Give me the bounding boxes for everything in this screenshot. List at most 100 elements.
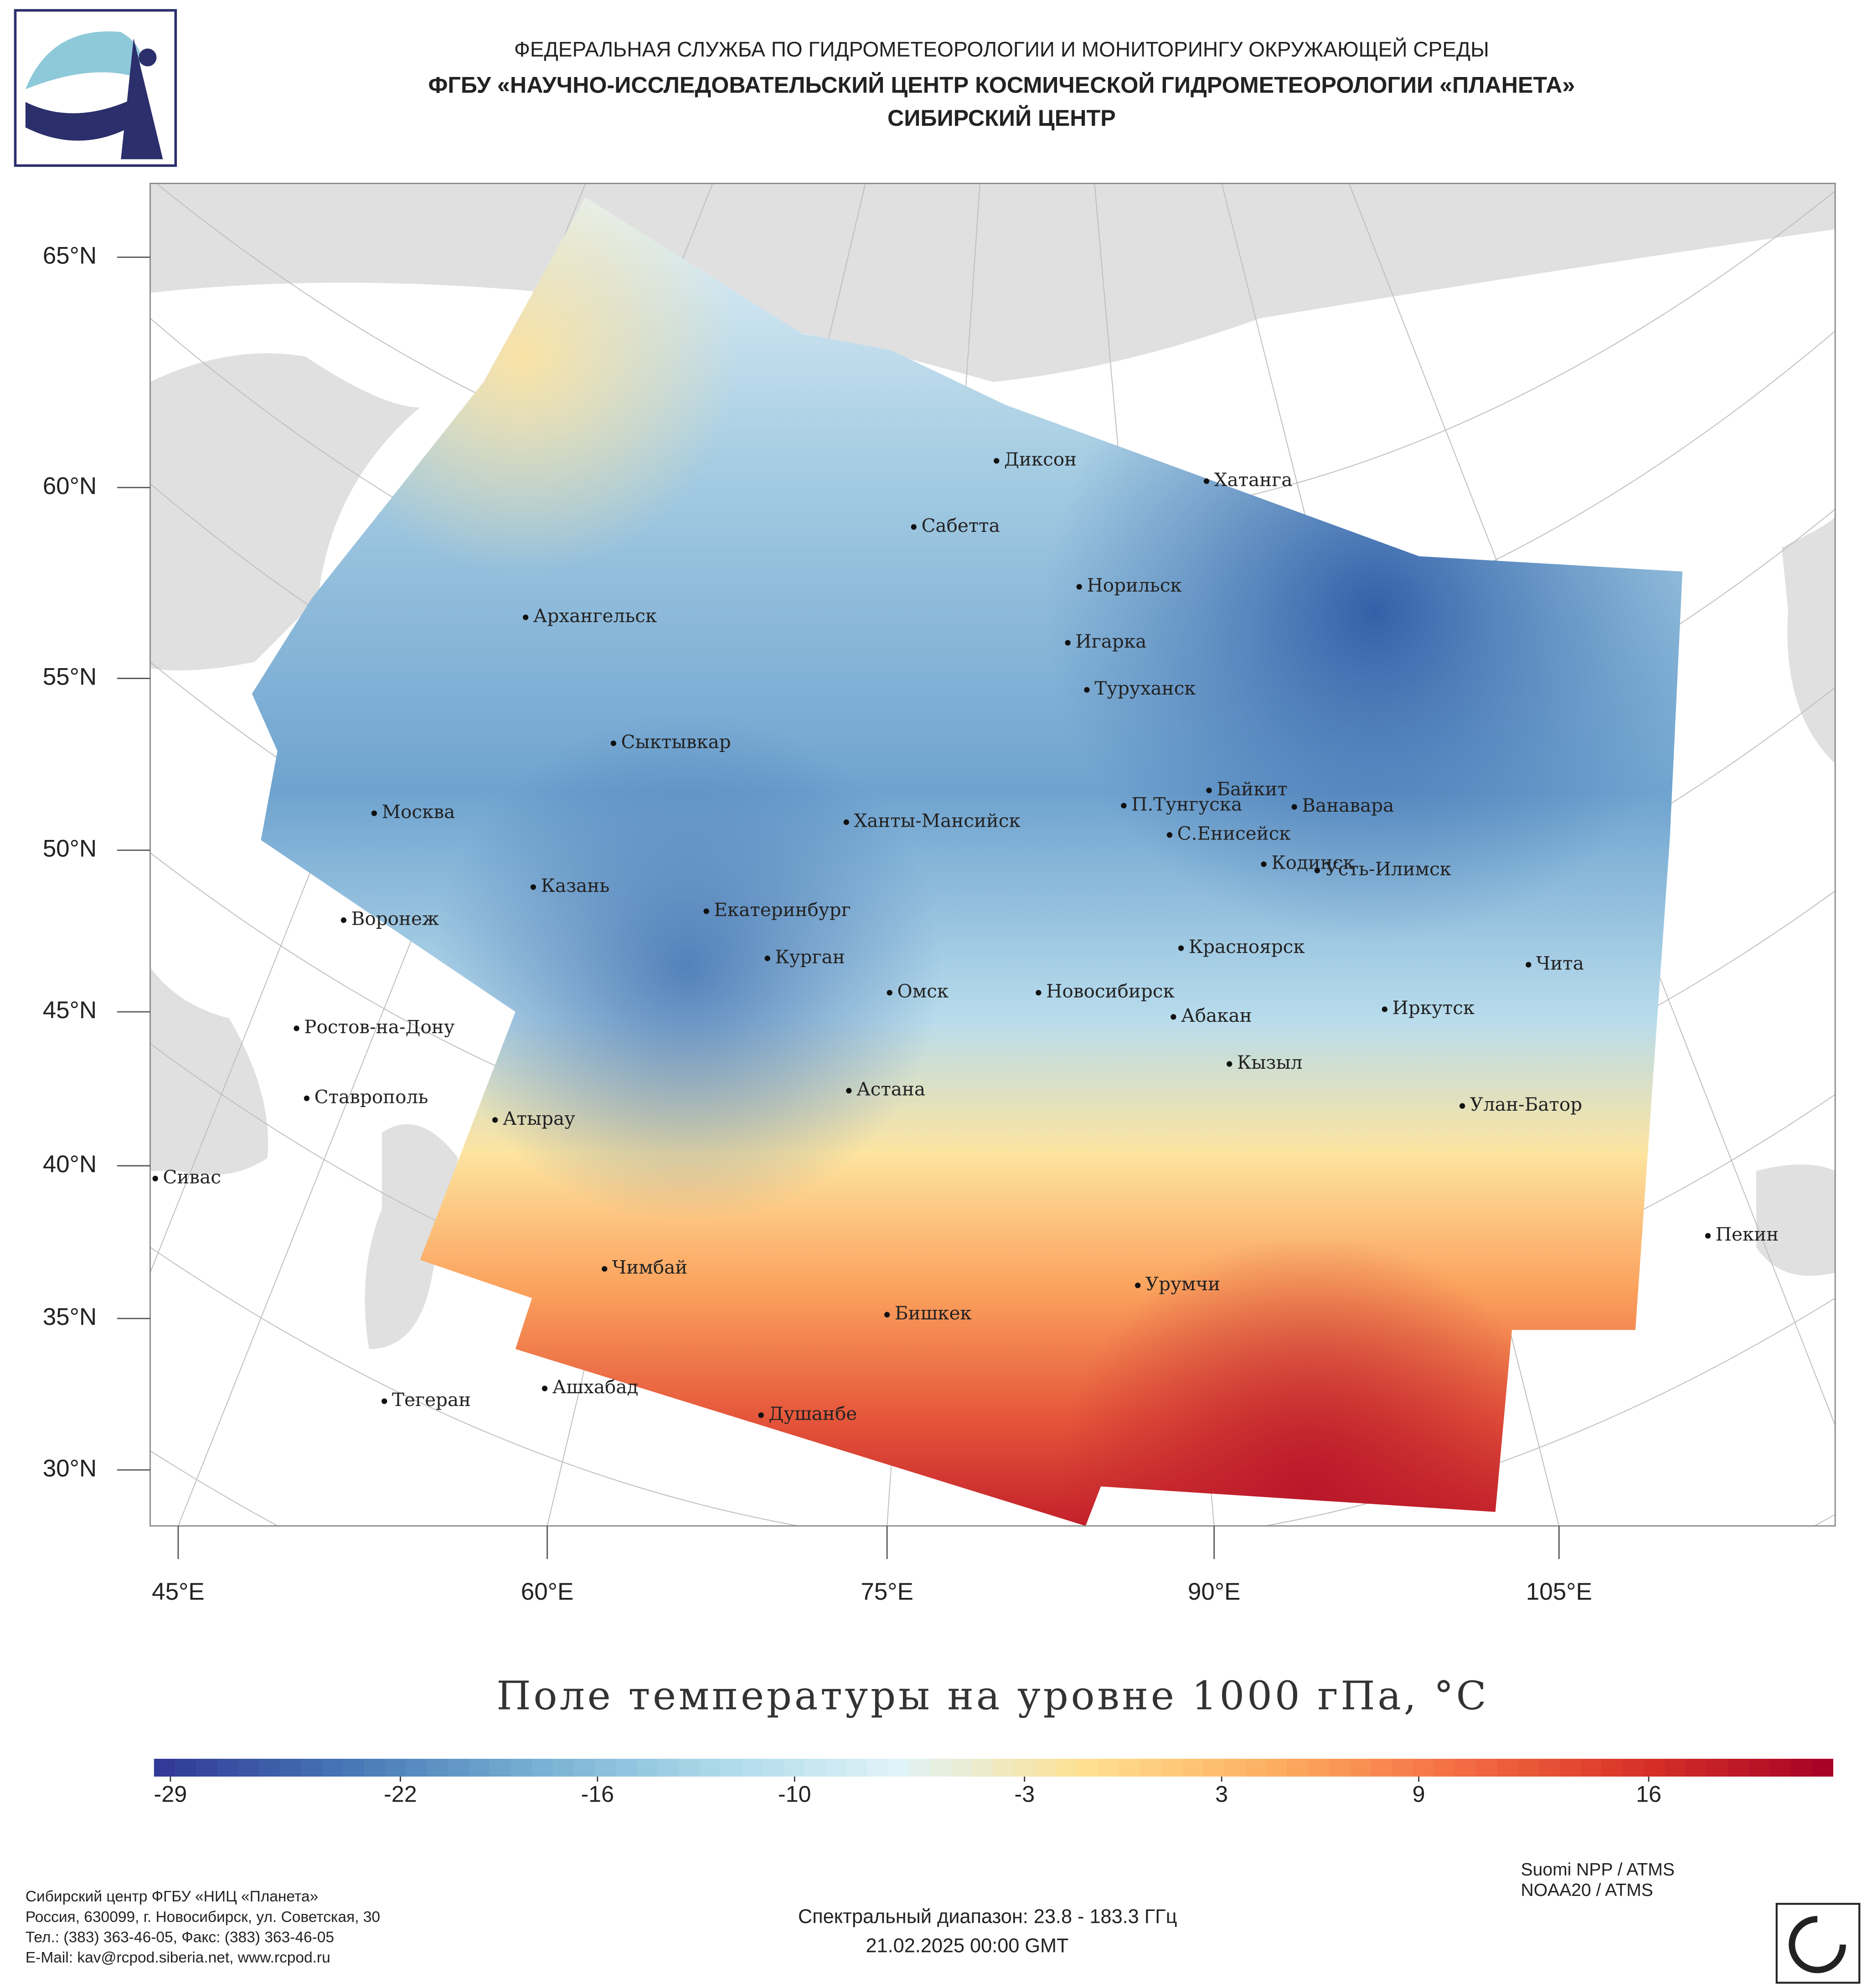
city-label: Воронеж xyxy=(351,908,439,930)
header-line: ФГБУ «НАУЧНО-ИССЛЕДОВАТЕЛЬСКИЙ ЦЕНТР КОС… xyxy=(428,72,1575,98)
city-dot xyxy=(602,1266,608,1272)
city-dot xyxy=(758,1412,764,1418)
org-line: Сибирский центр ФГБУ «НИЦ «Планета» xyxy=(26,1888,318,1905)
city-label: Иркутск xyxy=(1393,997,1475,1019)
city-dot xyxy=(887,990,892,996)
city-label: Ханты-Мансийск xyxy=(854,810,1020,832)
colorbar-cell xyxy=(1308,1759,1330,1777)
colorbar-label: -16 xyxy=(581,1781,614,1807)
city-label: Красноярск xyxy=(1189,936,1305,958)
city-label: Сабетта xyxy=(921,515,1000,536)
city-dot xyxy=(1227,1061,1233,1067)
city-dot xyxy=(304,1095,310,1102)
lon-label: 90°E xyxy=(1188,1578,1241,1605)
lat-label: 60°N xyxy=(43,473,97,500)
city-dot xyxy=(764,955,770,961)
city-label: Омск xyxy=(897,980,949,1002)
colorbar-cell xyxy=(1623,1759,1645,1777)
logo xyxy=(14,9,177,167)
city-label: Абакан xyxy=(1181,1004,1252,1026)
city-dot xyxy=(884,1312,890,1318)
lat-label: 45°N xyxy=(43,997,97,1024)
iso-logo xyxy=(1775,1903,1861,1984)
city-dot xyxy=(1036,990,1042,996)
city-label: Усть-Илимск xyxy=(1325,858,1451,880)
colorbar-cell xyxy=(930,1759,952,1777)
colorbar-label: 3 xyxy=(1215,1781,1228,1807)
colorbar-cell xyxy=(531,1759,553,1777)
city-label: Пекин xyxy=(1716,1223,1779,1245)
city-dot xyxy=(371,810,377,816)
colorbar-cell xyxy=(678,1759,701,1777)
city-label: Тегеран xyxy=(392,1389,471,1411)
lat-label: 40°N xyxy=(43,1151,97,1178)
colorbar-cell xyxy=(1035,1759,1057,1777)
colorbar-cell xyxy=(1056,1759,1078,1777)
colorbar-cell xyxy=(1811,1759,1834,1777)
city-dot xyxy=(1178,945,1184,951)
city-label: Душанбе xyxy=(768,1403,857,1425)
lon-label: 45°E xyxy=(152,1578,205,1605)
city-dot xyxy=(1705,1233,1711,1239)
city-dot xyxy=(1065,640,1071,646)
city-dot xyxy=(1084,687,1090,693)
colorbar-cell xyxy=(615,1759,638,1777)
colorbar-cell xyxy=(1686,1759,1707,1777)
colorbar-cell xyxy=(490,1759,511,1777)
colorbar-cell xyxy=(1748,1759,1770,1777)
colorbar-cell xyxy=(1245,1759,1267,1777)
colorbar-cell xyxy=(1350,1759,1372,1777)
colorbar-cell xyxy=(720,1759,743,1777)
org-line: Тел.: (383) 363-46-05, Факс: (383) 363-4… xyxy=(26,1929,334,1946)
colorbar-cell xyxy=(993,1759,1015,1777)
colorbar-cell xyxy=(175,1759,197,1777)
colorbar-label: 16 xyxy=(1636,1781,1661,1807)
colorbar-cell xyxy=(1119,1759,1141,1777)
colorbar-cell xyxy=(1161,1759,1183,1777)
colorbar-cell xyxy=(343,1759,365,1777)
colorbar-cell xyxy=(1602,1759,1624,1777)
city-dot xyxy=(1171,1014,1176,1020)
header-line: ФЕДЕРАЛЬНАЯ СЛУЖБА ПО ГИДРОМЕТЕОРОЛОГИИ … xyxy=(514,37,1489,61)
lat-label: 35°N xyxy=(43,1303,97,1330)
colorbar-cell xyxy=(1413,1759,1435,1777)
city-label: Кодинск xyxy=(1271,852,1355,874)
colorbar-cell xyxy=(1287,1759,1309,1777)
colorbar-cell xyxy=(406,1759,428,1777)
colorbar-cell xyxy=(825,1759,847,1777)
colorbar-cell xyxy=(1266,1759,1288,1777)
city-dot xyxy=(1261,861,1267,867)
colorbar-cell xyxy=(1769,1759,1791,1777)
colorbar-cell xyxy=(846,1759,868,1777)
city-label: Кызыл xyxy=(1237,1051,1303,1073)
city-label: Чимбай xyxy=(612,1257,687,1278)
city-label: Казань xyxy=(541,875,610,896)
city-label: Хатанга xyxy=(1214,469,1293,490)
colorbar-cell xyxy=(594,1759,617,1777)
city-dot xyxy=(1526,962,1532,968)
colorbar-cell xyxy=(741,1759,763,1777)
colorbar-label: -29 xyxy=(154,1781,187,1807)
city-dot xyxy=(1166,832,1173,838)
colorbar-cell xyxy=(322,1759,344,1777)
colorbar-cell xyxy=(1014,1759,1036,1777)
colorbar-cell xyxy=(636,1759,659,1777)
colorbar-cell xyxy=(1182,1759,1204,1777)
lon-label: 75°E xyxy=(861,1578,913,1605)
city-label: Байкит xyxy=(1217,778,1288,800)
city-dot xyxy=(911,524,917,530)
colorbar-cell xyxy=(427,1759,449,1777)
colorbar-cell xyxy=(154,1759,176,1777)
city-label: Диксон xyxy=(1004,448,1077,470)
colorbar-cell xyxy=(1560,1759,1582,1777)
city-label: Астана xyxy=(856,1078,925,1100)
city-label: Ашхабад xyxy=(552,1376,639,1398)
city-dot xyxy=(382,1398,387,1404)
city-label: Новосибирск xyxy=(1046,980,1175,1002)
lat-label: 55°N xyxy=(43,664,97,690)
city-dot xyxy=(610,740,616,747)
colorbar-label: -22 xyxy=(384,1781,417,1807)
colorbar-cell xyxy=(1539,1759,1561,1777)
colorbar-cell xyxy=(1392,1759,1414,1777)
map: Диксон Хатанга Сабетта Норильск Архангельск И… xyxy=(150,183,1836,1526)
